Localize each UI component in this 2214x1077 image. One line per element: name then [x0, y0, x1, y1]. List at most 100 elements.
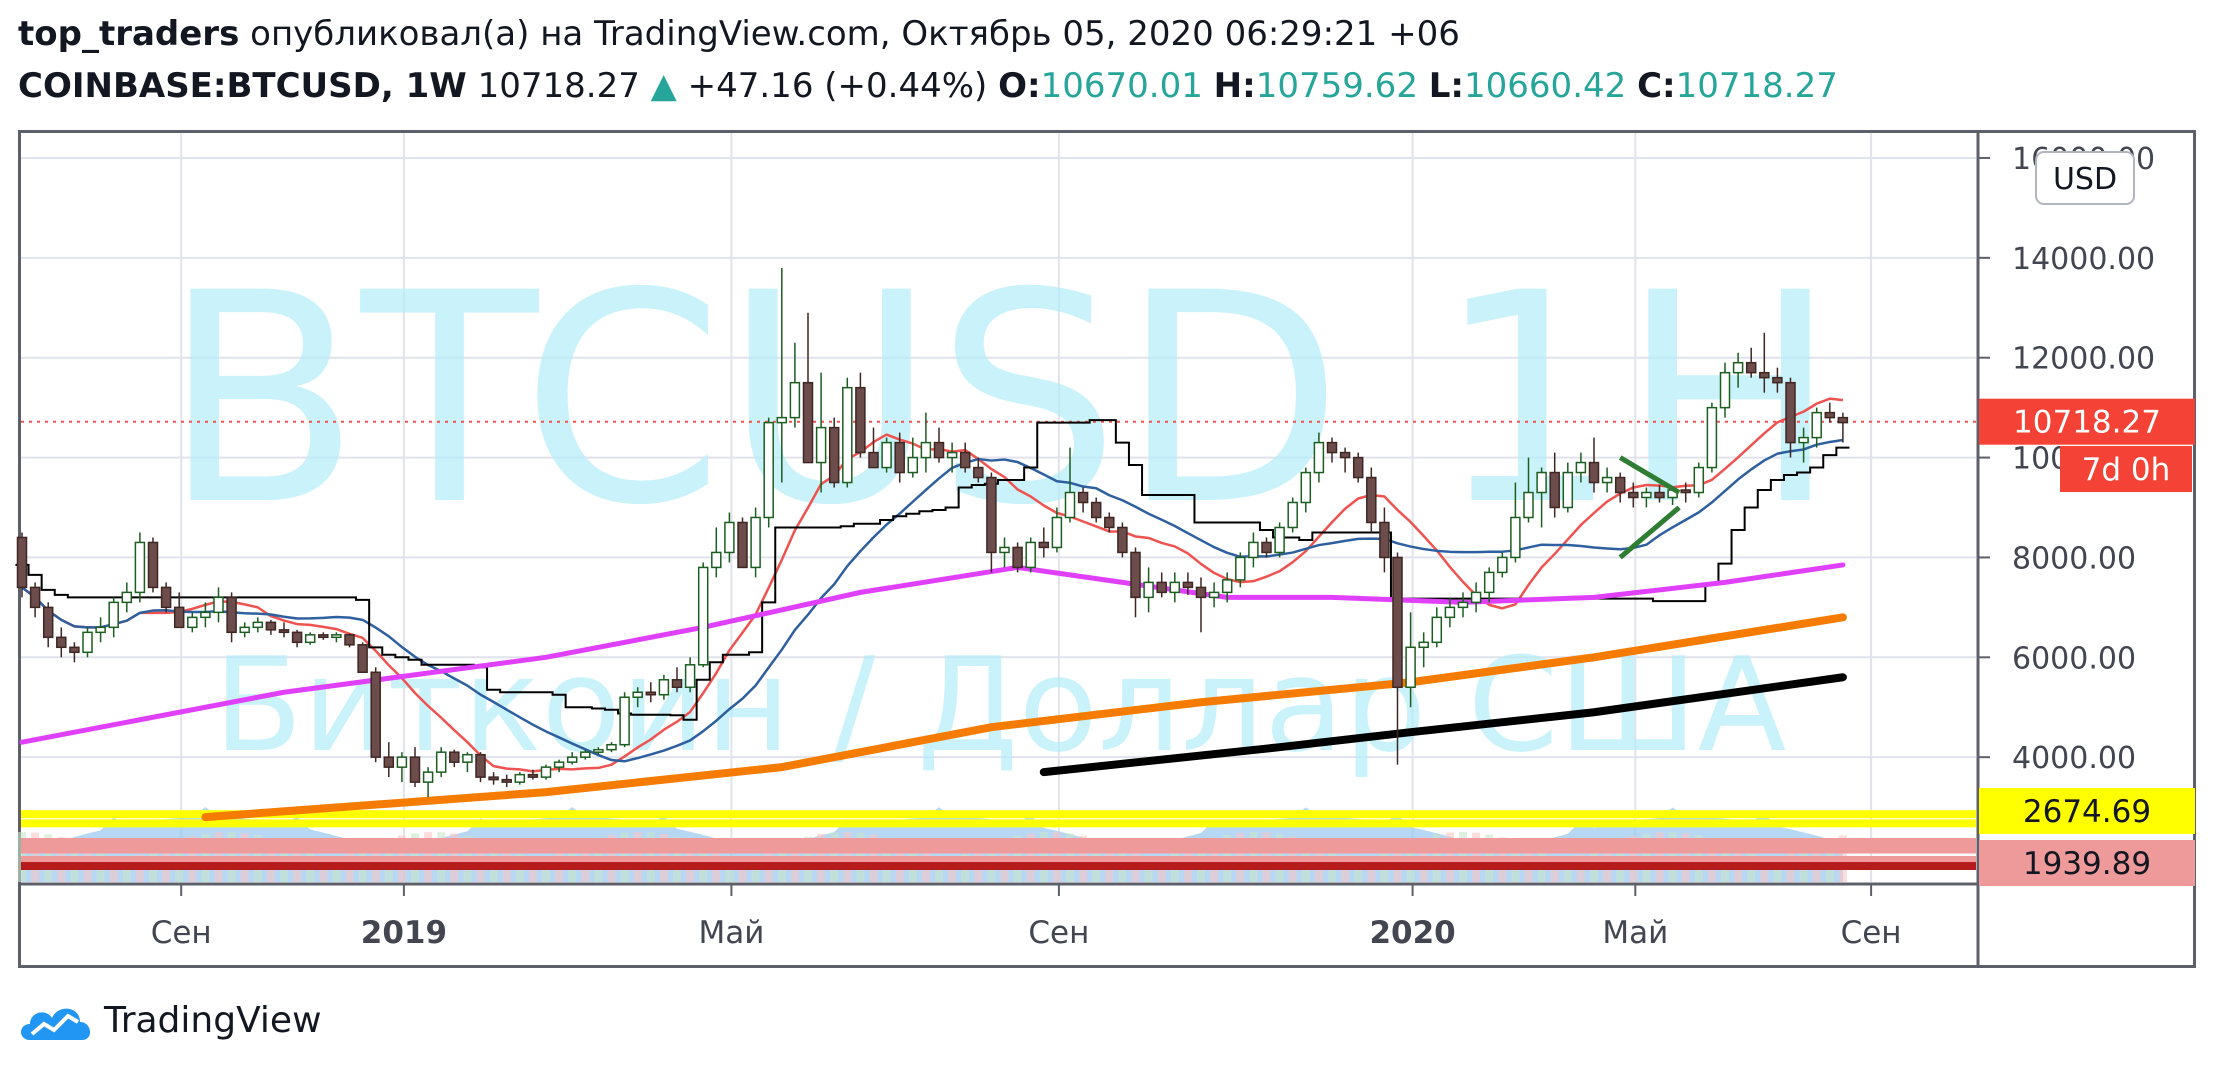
- candle: [1549, 452, 1560, 518]
- x-tick-label: Сен: [151, 915, 212, 951]
- price-badge-bg: [2060, 446, 2192, 492]
- candle: [1772, 367, 1783, 393]
- candle: [1588, 437, 1600, 493]
- price-badge-label: 2674.69: [2023, 794, 2151, 830]
- candle-body: [1510, 516, 1521, 559]
- candle: [1104, 512, 1115, 533]
- candle-body: [907, 456, 919, 474]
- candle-body: [1261, 541, 1272, 554]
- candle: [1038, 527, 1050, 558]
- price-badge: 1939.89: [1979, 840, 2195, 886]
- candle-body: [1706, 406, 1718, 469]
- candle: [842, 377, 853, 488]
- volume-bar: [1144, 859, 1153, 882]
- close-label: C:: [1637, 66, 1676, 106]
- candle-body: [160, 586, 172, 609]
- candle: [462, 752, 473, 773]
- candle-body: [278, 629, 290, 634]
- candle-body: [933, 441, 945, 459]
- publisher-username[interactable]: top_traders: [18, 14, 240, 54]
- candle-body: [357, 644, 368, 674]
- candle-body: [1130, 551, 1141, 599]
- grid-lines: [21, 133, 1976, 882]
- candle: [1352, 452, 1364, 483]
- candle-body: [1195, 586, 1207, 599]
- volume-bar: [948, 860, 957, 882]
- candle-body: [828, 426, 840, 484]
- price-axis[interactable]: 4000.006000.008000.0010000.0012000.00140…: [1978, 142, 2155, 776]
- candle: [619, 692, 630, 748]
- price-badge: 10718.27: [1979, 398, 2195, 445]
- candle: [1601, 467, 1613, 493]
- candle: [357, 642, 368, 674]
- candle-body: [82, 631, 93, 654]
- candle: [187, 612, 198, 633]
- candle: [1208, 582, 1220, 608]
- candle-body: [200, 611, 211, 619]
- candle-body: [684, 664, 696, 689]
- candle-body: [1601, 476, 1613, 484]
- candle-body: [226, 596, 237, 634]
- candle: [580, 749, 591, 760]
- candle: [527, 769, 539, 780]
- candle: [1405, 612, 1416, 708]
- candle: [1300, 467, 1312, 513]
- candle: [959, 442, 971, 473]
- candle: [1077, 487, 1089, 513]
- price-badge-bg: [1979, 398, 2195, 445]
- candle-body: [1719, 371, 1731, 409]
- candle: [383, 742, 395, 778]
- candle-body: [1759, 371, 1770, 379]
- candle: [789, 342, 801, 428]
- candle-body: [95, 626, 106, 634]
- candle-body: [1366, 476, 1377, 524]
- candle: [1628, 482, 1639, 508]
- candle: [213, 587, 224, 623]
- candle-body: [1444, 606, 1456, 619]
- candle: [1759, 332, 1770, 393]
- candle-body: [1732, 361, 1744, 374]
- triangle-upper-line: [1618, 455, 1681, 495]
- y-tick-label: 6000.00: [2012, 641, 2136, 676]
- price-badge-label: 7d 0h: [2082, 452, 2171, 488]
- candle-body: [593, 748, 604, 753]
- candle-body: [920, 441, 932, 459]
- y-tick-label: 8000.00: [2012, 541, 2136, 576]
- candle: [776, 267, 788, 483]
- trend-lines: [1618, 455, 1681, 560]
- candle: [1156, 572, 1167, 598]
- candle-body: [1326, 441, 1338, 454]
- candle-body: [370, 671, 381, 758]
- candle: [1051, 507, 1063, 553]
- volume-bar: [122, 861, 131, 882]
- candle-body: [1392, 556, 1403, 689]
- candle-body: [56, 636, 67, 649]
- time-axis[interactable]: Сен 2019 Май Сен 2020 Май Сен: [151, 884, 1902, 951]
- candle: [1379, 507, 1390, 573]
- candle-body: [42, 606, 54, 639]
- candle-body: [763, 421, 774, 519]
- horizontal-levels: [21, 420, 1976, 871]
- x-tick-label: 2019: [361, 915, 447, 951]
- price-badge-label: 10718.27: [2013, 405, 2161, 441]
- price-badge-bg: [1979, 840, 2195, 886]
- tradingview-logo[interactable]: TradingView: [16, 996, 322, 1044]
- price-change: +47.16 (+0.44%): [687, 66, 988, 106]
- candle: [1235, 552, 1246, 588]
- candle-body: [868, 451, 879, 469]
- candle: [69, 642, 80, 663]
- candle-body: [1693, 466, 1705, 494]
- candle-body: [1457, 601, 1469, 609]
- candle-body: [1654, 491, 1665, 499]
- candle: [1392, 552, 1403, 765]
- price-badges: 10718.27 7d 0h 2674.69 1939.89: [1979, 398, 2195, 886]
- candle: [29, 582, 41, 618]
- candle-body: [1562, 471, 1574, 509]
- symbol-label[interactable]: COINBASE:BTCUSD, 1W: [18, 66, 467, 106]
- candle: [1287, 497, 1298, 533]
- candle-body: [16, 536, 28, 589]
- candle: [1431, 607, 1443, 648]
- candle-body: [855, 386, 866, 454]
- currency-button[interactable]: USD: [2035, 151, 2135, 205]
